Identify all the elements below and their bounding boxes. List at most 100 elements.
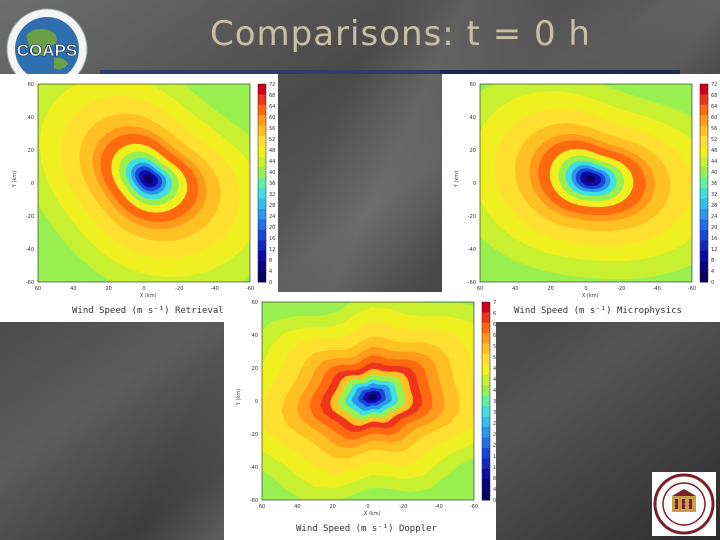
colorbar-swatch: [258, 136, 266, 148]
y-tick-label: 40: [470, 115, 476, 121]
fsu-seal: [652, 472, 716, 536]
x-tick-label: 20: [547, 286, 553, 292]
colorbar-swatch: [700, 250, 708, 262]
x-tick-label: 0: [366, 504, 369, 510]
colorbar-tick-label: 32: [711, 192, 717, 198]
colorbar-swatch: [258, 209, 266, 220]
colorbar-tick-label: 0: [711, 280, 714, 286]
colorbar-swatch: [258, 84, 266, 95]
colorbar-swatch: [700, 94, 708, 106]
slide-title: Comparisons: t = 0 h: [210, 14, 591, 54]
y-tick-label: -60: [468, 280, 476, 286]
x-axis-label: X (km): [140, 293, 157, 299]
colorbar-tick-label: 8: [493, 476, 496, 482]
colorbar-swatch: [700, 271, 708, 283]
colorbar-swatch: [258, 94, 266, 106]
y-tick-label: 60: [28, 82, 34, 88]
x-tick-label: 60: [259, 504, 265, 510]
colorbar-tick-label: 68: [269, 93, 275, 99]
colorbar-tick-label: 28: [269, 203, 275, 209]
y-tick-label: -60: [26, 280, 34, 286]
colorbar-swatch: [700, 136, 708, 148]
colorbar-swatch: [258, 167, 266, 179]
colorbar-tick-label: 44: [493, 377, 496, 383]
panel-caption: Wind Speed (m s⁻¹) Doppler: [296, 524, 437, 534]
contour-band: [367, 393, 377, 401]
colorbar-tick-label: 20: [493, 443, 496, 449]
colorbar-tick-label: 72: [269, 82, 275, 88]
x-tick-label: -20: [617, 286, 625, 292]
panel-caption: Wind Speed (m s⁻¹) Retrievals: [72, 306, 229, 316]
x-tick-label: 60: [35, 286, 41, 292]
colorbar-tick-label: 36: [493, 399, 496, 405]
y-axis-label: Y (km): [236, 389, 242, 406]
y-axis-label: Y (km): [454, 171, 460, 188]
colorbar-tick-label: 36: [269, 181, 275, 187]
y-tick-label: -40: [26, 247, 34, 253]
x-tick-label: 60: [477, 286, 483, 292]
colorbar-tick-label: 32: [493, 410, 496, 416]
colorbar-swatch: [258, 250, 266, 262]
y-tick-label: 20: [252, 366, 258, 372]
colorbar-tick-label: 44: [711, 159, 717, 165]
colorbar-tick-label: 44: [269, 159, 275, 165]
colorbar-swatch: [482, 437, 490, 449]
y-tick-label: 60: [252, 300, 258, 306]
colorbar-tick-label: 24: [269, 214, 275, 220]
panel-doppler: 60 -60 40 -40 20 -20 0 0 -20 20 -40 40 -60 60 Y (km) X …: [224, 292, 496, 540]
colorbar-swatch: [258, 198, 266, 210]
colorbar-swatch: [258, 177, 266, 189]
x-tick-label: -20: [175, 286, 183, 292]
colorbar-tick-label: 40: [269, 170, 275, 176]
colorbar-tick-label: 56: [711, 126, 717, 132]
colorbar-tick-label: 64: [711, 104, 717, 110]
colorbar-tick-label: 16: [711, 236, 717, 242]
colorbar-swatch: [258, 104, 266, 116]
x-tick-label: -60: [246, 286, 254, 292]
colorbar-swatch: [482, 322, 490, 334]
colorbar-swatch: [700, 156, 708, 168]
y-tick-label: 40: [252, 333, 258, 339]
colorbar-swatch: [258, 146, 266, 158]
colorbar-tick-label: 0: [493, 498, 496, 504]
colorbar-swatch: [482, 312, 490, 324]
contour-field: [15, 74, 278, 299]
colorbar-swatch: [700, 240, 708, 252]
colorbar-tick-label: 4: [493, 487, 496, 493]
colorbar-swatch: [482, 395, 490, 407]
colorbar-swatch: [482, 489, 490, 501]
colorbar-tick-label: 28: [493, 421, 496, 427]
colorbar-swatch: [700, 198, 708, 210]
contour-band: [585, 175, 596, 183]
colorbar-swatch: [258, 115, 266, 127]
colorbar-swatch: [700, 84, 708, 95]
colorbar-tick-label: 40: [711, 170, 717, 176]
colorbar-swatch: [700, 188, 708, 200]
colorbar-tick-label: 56: [493, 344, 496, 350]
colorbar-swatch: [258, 125, 266, 137]
panel-caption: Wind Speed (m s⁻¹) Microphysics: [514, 306, 682, 316]
colorbar-tick-label: 60: [711, 115, 717, 121]
y-tick-label: -20: [468, 214, 476, 220]
x-tick-label: -60: [470, 504, 478, 510]
colorbar-swatch: [258, 240, 266, 252]
colorbar-swatch: [482, 333, 490, 345]
colorbar-tick-label: 52: [269, 137, 275, 143]
y-tick-label: 20: [470, 148, 476, 154]
colorbar-swatch: [482, 479, 490, 491]
x-axis-label: X (km): [582, 293, 599, 299]
colorbar-swatch: [258, 229, 266, 241]
colorbar-swatch: [482, 302, 490, 313]
colorbar-tick-label: 48: [269, 148, 275, 154]
colorbar-swatch: [482, 364, 490, 376]
colorbar-swatch: [258, 156, 266, 168]
contour-field: [224, 292, 496, 504]
colorbar-tick-label: 28: [711, 203, 717, 209]
panel-microphysics: 60 -60 40 -40 20 -20 0 0 -20 20 -40 40 -60 60 Y (km) X …: [442, 74, 720, 322]
colorbar-swatch: [700, 177, 708, 189]
y-tick-label: 40: [28, 115, 34, 121]
colorbar-swatch: [258, 271, 266, 283]
colorbar-swatch: [700, 125, 708, 137]
colorbar-tick-label: 56: [269, 126, 275, 132]
y-tick-label: 0: [255, 399, 258, 405]
